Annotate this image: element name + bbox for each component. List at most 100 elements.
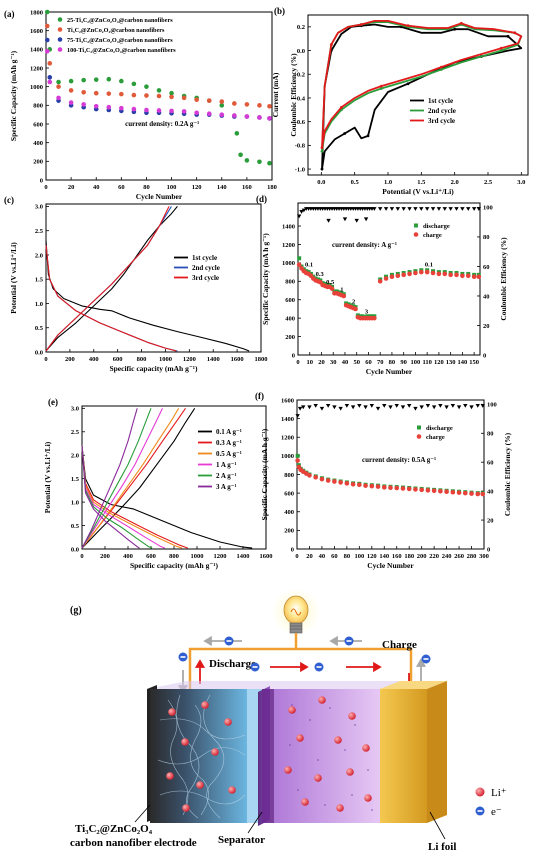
x-tick-label: 600	[146, 553, 156, 560]
data-point	[44, 37, 50, 43]
x-tick-label: 80	[344, 553, 351, 560]
x-tick-label: 160	[242, 184, 252, 191]
data-point	[320, 167, 324, 171]
y2-tick-label: 20	[487, 517, 494, 524]
data-point	[413, 487, 418, 492]
x-tick-label: 130	[446, 359, 456, 366]
data-point	[244, 102, 250, 107]
data-point	[295, 458, 300, 463]
data-point	[44, 48, 50, 54]
y-tick-label: 2.0	[71, 453, 79, 460]
series-line	[321, 23, 523, 170]
y-tick-label: -0.8	[295, 143, 306, 150]
discharge-label: Discharge	[209, 658, 256, 670]
data-point	[394, 485, 400, 491]
y-tick-label: 200	[33, 159, 43, 166]
y-tick-label: 400	[285, 315, 295, 322]
x-tick-label: 140	[217, 184, 227, 191]
data-point	[44, 23, 50, 29]
y-tick-label: 0.0	[71, 546, 79, 553]
x-tick-label: 40	[342, 359, 349, 366]
y-axis-label: Specific Capacity (mA h g⁻¹)	[261, 233, 270, 325]
data-point	[476, 207, 482, 211]
data-point	[257, 115, 262, 120]
data-point	[450, 403, 456, 408]
series-line	[321, 20, 523, 148]
battery-schematic: (g) Charge Discharge	[70, 588, 507, 853]
data-point	[444, 489, 449, 495]
y2-axis-label: Coulombic Efficiency (%)	[499, 237, 508, 321]
x-tick-label: 40	[93, 184, 100, 191]
x-tick-label: 20	[318, 359, 325, 366]
data-point	[326, 218, 331, 223]
series-line	[45, 206, 172, 352]
data-point	[319, 476, 325, 482]
data-point	[394, 403, 399, 408]
x-tick-label: 0.0	[317, 179, 325, 186]
electrode-label-line1: Ti₃C₂@ZnCo₂O₄	[75, 823, 153, 835]
x-tick-label: 70	[377, 359, 384, 366]
y-tick-label: 1.0	[71, 499, 79, 506]
data-point	[257, 103, 262, 108]
x-tick-label: 3.0	[517, 179, 525, 186]
data-point	[383, 207, 389, 211]
wire-electrons	[178, 636, 431, 672]
y-axis-label: Current (mA)	[271, 72, 280, 117]
data-point	[320, 149, 324, 153]
legend-label: discharge	[423, 223, 450, 230]
x-axis-label: Cycle Number	[367, 561, 414, 570]
data-point	[353, 306, 358, 312]
series-line	[81, 445, 183, 549]
data-point	[350, 481, 356, 487]
y-tick-label: 1800	[30, 9, 43, 16]
data-point	[131, 92, 137, 98]
plot-frame	[297, 202, 481, 356]
legend-label: 100-Ti₃C₂@ZnCo₂O₄@carbon nanofibers	[67, 47, 176, 54]
legend-label: 3rd cycle	[192, 274, 219, 282]
data-point	[395, 273, 401, 279]
y-tick-label: 0.5	[35, 325, 44, 332]
legend-marker	[417, 425, 421, 430]
separator-front	[262, 689, 274, 823]
data-point	[131, 106, 137, 112]
data-point	[81, 89, 86, 95]
data-point	[56, 84, 61, 89]
data-point	[463, 490, 468, 496]
data-point	[456, 490, 462, 495]
x-tick-label: 1800	[255, 356, 268, 363]
data-point	[267, 160, 272, 166]
y-tick-label: 1.5	[71, 476, 80, 483]
data-point	[47, 61, 53, 66]
data-point	[194, 110, 199, 116]
y2-tick-label: 100	[483, 205, 493, 212]
y2-axis-label: Coulombic Efficiency (%)	[289, 53, 298, 137]
electrode-pointer	[134, 804, 151, 823]
data-point	[499, 46, 503, 50]
data-point	[332, 479, 337, 484]
x-tick-label: 0	[44, 184, 47, 191]
data-point	[357, 482, 362, 488]
y-tick-label: 1000	[281, 453, 294, 460]
data-point	[438, 488, 443, 494]
x-tick-label: 110	[422, 359, 431, 366]
x-tick-label: 40	[319, 553, 326, 560]
data-point	[372, 315, 377, 321]
data-point	[301, 208, 307, 213]
x-tick-label: 0.5	[351, 179, 360, 186]
data-point	[413, 207, 418, 211]
separator-pointer	[247, 811, 263, 834]
x-tick-label: 0	[80, 553, 83, 560]
data-point	[381, 485, 387, 490]
data-point	[296, 262, 302, 268]
legend-label: Ti₃C₂@ZnCo₂O₄@carbon nanofibers	[67, 27, 165, 34]
charts-layer: 0 20 40 60 80 100 120 140 160 1800200400600800100…	[4, 6, 529, 570]
data-point	[244, 114, 250, 119]
data-point	[424, 269, 430, 275]
x-tick-label: 1000	[191, 553, 204, 560]
y-tick-label: 200	[285, 334, 295, 341]
x-tick-label: 600	[113, 356, 123, 363]
legend-label: 2nd cycle	[192, 264, 220, 272]
data-point	[297, 406, 303, 411]
data-point	[453, 27, 457, 31]
series-line	[45, 245, 177, 352]
